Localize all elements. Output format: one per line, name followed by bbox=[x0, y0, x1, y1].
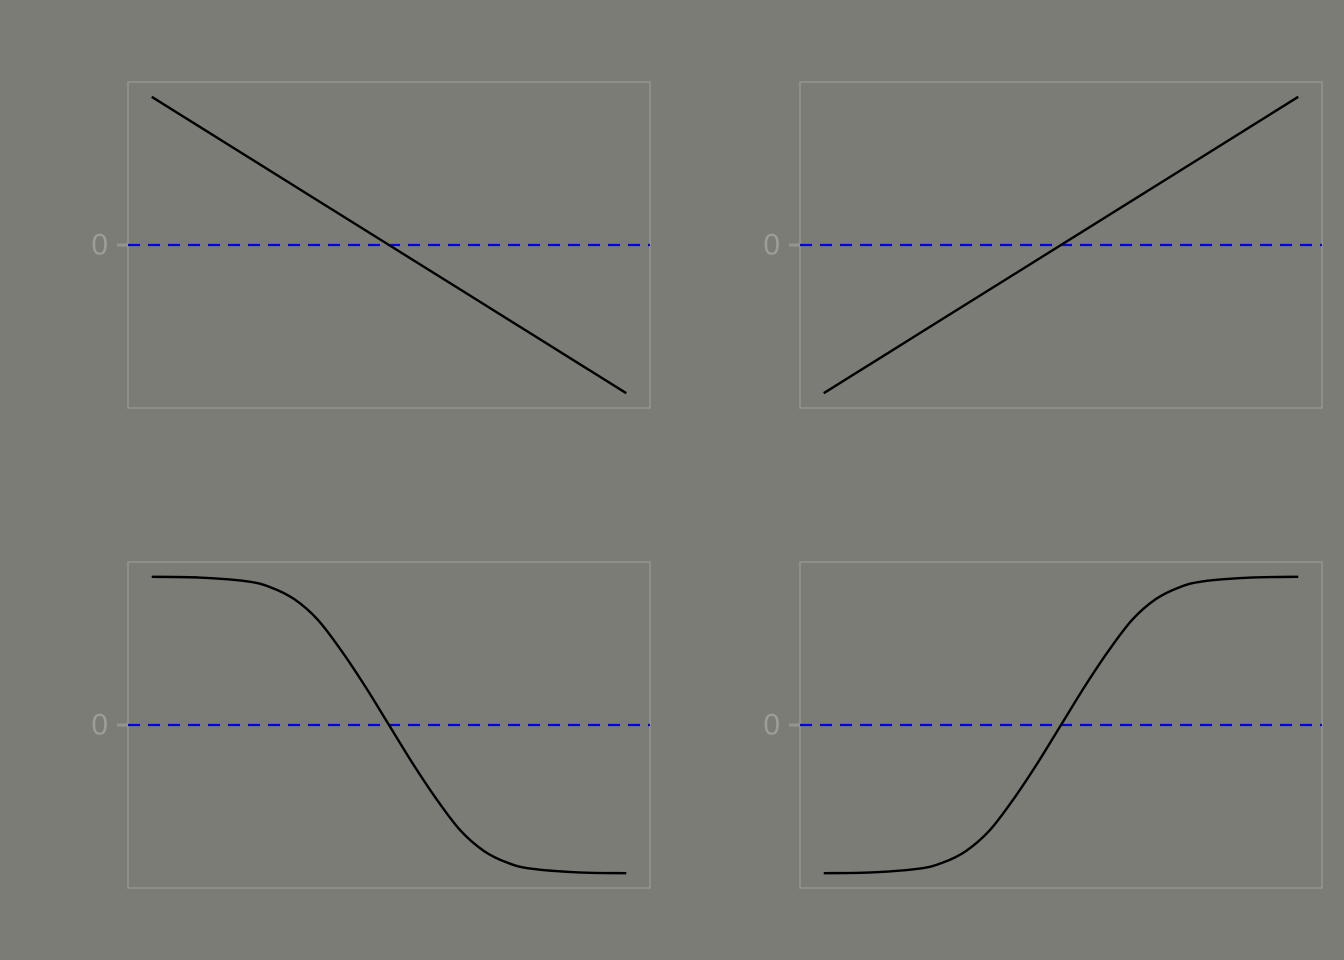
panel-4: 0 bbox=[763, 561, 1323, 889]
panel-grid: 0 0 0 0 bbox=[91, 81, 1323, 889]
series-line-1 bbox=[823, 95, 1299, 395]
series-line-1 bbox=[151, 95, 627, 395]
y-tick-label: 0 bbox=[763, 709, 780, 742]
series-line-1 bbox=[151, 575, 627, 875]
series-line-1 bbox=[823, 575, 1299, 875]
y-tick-label: 0 bbox=[91, 709, 108, 742]
panel-3: 0 bbox=[91, 561, 651, 889]
panel-2: 0 bbox=[763, 81, 1323, 409]
panel-1: 0 bbox=[91, 81, 651, 409]
y-tick-label: 0 bbox=[763, 229, 780, 262]
y-tick-label: 0 bbox=[91, 229, 108, 262]
